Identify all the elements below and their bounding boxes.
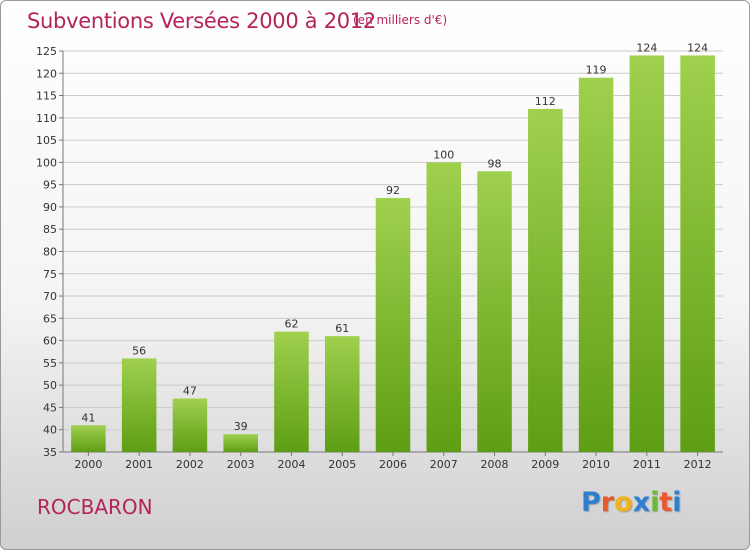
logo-letter: i xyxy=(650,487,660,518)
bar xyxy=(629,55,665,452)
commune-name: ROCBARON xyxy=(37,495,153,519)
bar xyxy=(172,398,208,452)
chart-unit-note: (en milliers d'€) xyxy=(353,13,448,27)
y-tick-label: 65 xyxy=(43,312,57,325)
logo-letter: o xyxy=(614,487,633,518)
x-tick-label: 2003 xyxy=(227,458,255,471)
bar-value-label: 124 xyxy=(687,41,708,54)
y-tick-label: 70 xyxy=(43,290,57,303)
x-tick-label: 2004 xyxy=(277,458,305,471)
y-tick-label: 40 xyxy=(43,424,57,437)
y-tick-label: 120 xyxy=(36,67,57,80)
y-tick-label: 85 xyxy=(43,223,57,236)
bar xyxy=(375,198,411,452)
bar-value-label: 41 xyxy=(81,411,95,424)
y-tick-label: 35 xyxy=(43,446,57,459)
logo-letter: P xyxy=(581,487,601,518)
y-tick-label: 125 xyxy=(36,45,57,58)
y-tick-label: 115 xyxy=(36,90,57,103)
logo-letter: t xyxy=(659,487,673,518)
x-tick-label: 2000 xyxy=(74,458,102,471)
bar-value-label: 47 xyxy=(183,385,197,398)
bar xyxy=(274,331,309,452)
y-tick-label: 45 xyxy=(43,401,57,414)
logo-letter: r xyxy=(600,487,615,518)
bar xyxy=(477,171,512,453)
y-tick-label: 100 xyxy=(36,156,57,169)
bar-value-label: 100 xyxy=(433,148,454,161)
y-tick-label: 110 xyxy=(36,112,57,125)
x-tick-label: 2012 xyxy=(684,458,712,471)
x-tick-label: 2010 xyxy=(582,458,610,471)
bar xyxy=(324,336,360,452)
bar-value-label: 98 xyxy=(488,157,502,170)
bar-value-label: 56 xyxy=(132,344,146,357)
bar-value-label: 92 xyxy=(386,184,400,197)
bar xyxy=(426,162,462,452)
bar xyxy=(680,55,715,452)
y-tick-label: 60 xyxy=(43,335,57,348)
y-tick-label: 95 xyxy=(43,179,57,192)
x-tick-label: 2001 xyxy=(125,458,153,471)
chart-title: Subventions Versées 2000 à 2012 xyxy=(27,9,376,33)
y-tick-label: 50 xyxy=(43,379,57,392)
logo-letter: i xyxy=(672,487,682,518)
bar-value-label: 112 xyxy=(535,95,556,108)
y-tick-label: 75 xyxy=(43,268,57,281)
x-tick-label: 2007 xyxy=(430,458,458,471)
x-tick-label: 2006 xyxy=(379,458,407,471)
bar xyxy=(578,77,614,452)
x-tick-label: 2008 xyxy=(481,458,509,471)
x-tick-label: 2009 xyxy=(531,458,559,471)
logo-letter: x xyxy=(632,487,651,518)
bar xyxy=(71,425,106,452)
x-tick-label: 2011 xyxy=(633,458,661,471)
y-tick-label: 55 xyxy=(43,357,57,370)
bar-value-label: 39 xyxy=(234,420,248,433)
bar-value-label: 62 xyxy=(284,318,298,331)
bar xyxy=(223,434,258,452)
y-tick-label: 80 xyxy=(43,246,57,259)
bar-value-label: 124 xyxy=(636,41,657,54)
bars xyxy=(71,55,715,453)
y-tick-label: 105 xyxy=(36,134,57,147)
x-tick-label: 2005 xyxy=(328,458,356,471)
bar xyxy=(528,108,563,452)
bar-value-label: 119 xyxy=(586,64,607,77)
proxiti-logo: Proxiti xyxy=(581,487,682,518)
labels: 35 40 45 50 55 60 65 70 75 80 85 90 95 100 105 110 115 12… xyxy=(36,41,712,471)
bar xyxy=(121,358,157,452)
bar-value-label: 61 xyxy=(335,322,349,335)
y-tick-label: 90 xyxy=(43,201,57,214)
x-tick-label: 2002 xyxy=(176,458,204,471)
